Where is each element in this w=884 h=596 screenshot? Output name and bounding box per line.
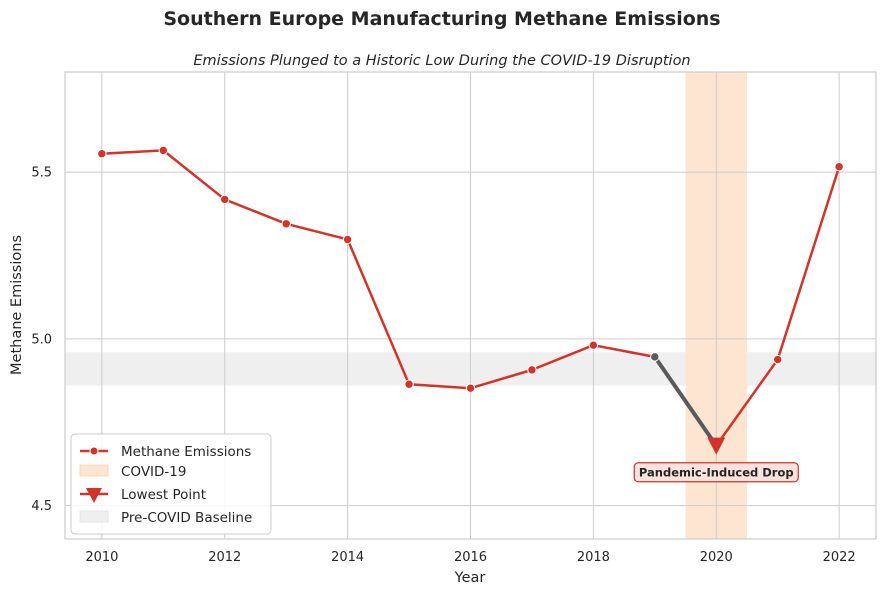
data-point-marker — [342, 234, 353, 245]
tick-labels: 2010 2012 2014 2016 2018 2020 2022 4.5 5.0 5.5 — [31, 166, 855, 565]
x-tick-label: 2020 — [700, 550, 733, 565]
x-tick-label: 2022 — [823, 550, 856, 565]
annotation-text: Pandemic-Induced Drop — [639, 465, 794, 479]
x-axis-label: Year — [454, 570, 486, 586]
y-tick-label: 5.5 — [31, 166, 52, 181]
y-axis-label: Methane Emissions — [9, 235, 25, 375]
data-point-marker — [281, 219, 291, 229]
legend: Methane Emissions COVID-19 Lowest Point … — [70, 433, 272, 535]
legend-label-baseline: Pre-COVID Baseline — [121, 510, 252, 526]
x-tick-label: 2010 — [85, 550, 118, 565]
y-tick-label: 4.5 — [31, 499, 52, 514]
legend-label-lowest: Lowest Point — [121, 487, 206, 503]
plot-frame — [64, 71, 877, 540]
data-point-marker — [465, 383, 476, 393]
data-point-marker — [404, 379, 414, 389]
data-point-marker — [527, 365, 537, 375]
data-point-marker — [772, 354, 783, 365]
data-point-marker — [834, 162, 844, 172]
legend-covid-swatch — [79, 464, 109, 477]
legend-label-covid: COVID-19 — [121, 464, 186, 480]
chart-title: Southern Europe Manufacturing Methane Em… — [163, 8, 720, 30]
y-tick-label: 5.0 — [31, 332, 52, 347]
annotation-box: Pandemic-Induced Drop — [633, 462, 799, 483]
lowest-point-marker — [707, 437, 726, 455]
data-point-marker — [588, 340, 599, 350]
x-tick-label: 2016 — [454, 550, 487, 565]
covid-drop-segment — [652, 354, 719, 448]
legend-lowest-marker-swatch — [86, 488, 102, 503]
x-tick-label: 2012 — [208, 550, 241, 565]
legend-marker-swatch — [89, 446, 99, 456]
x-tick-label: 2014 — [331, 550, 364, 565]
legend-baseline-swatch — [79, 510, 109, 523]
legend-frame — [70, 433, 272, 535]
chart-subtitle: Emissions Plunged to a Historic Low Duri… — [193, 53, 690, 69]
annotation-background — [633, 462, 799, 483]
legend-label-emissions: Methane Emissions — [121, 444, 251, 460]
data-point-marker — [650, 352, 660, 362]
series-layer — [97, 145, 844, 455]
data-point-marker — [220, 194, 230, 205]
x-tick-label: 2018 — [577, 550, 610, 565]
data-point-marker — [97, 149, 107, 159]
data-point-marker — [158, 145, 169, 156]
